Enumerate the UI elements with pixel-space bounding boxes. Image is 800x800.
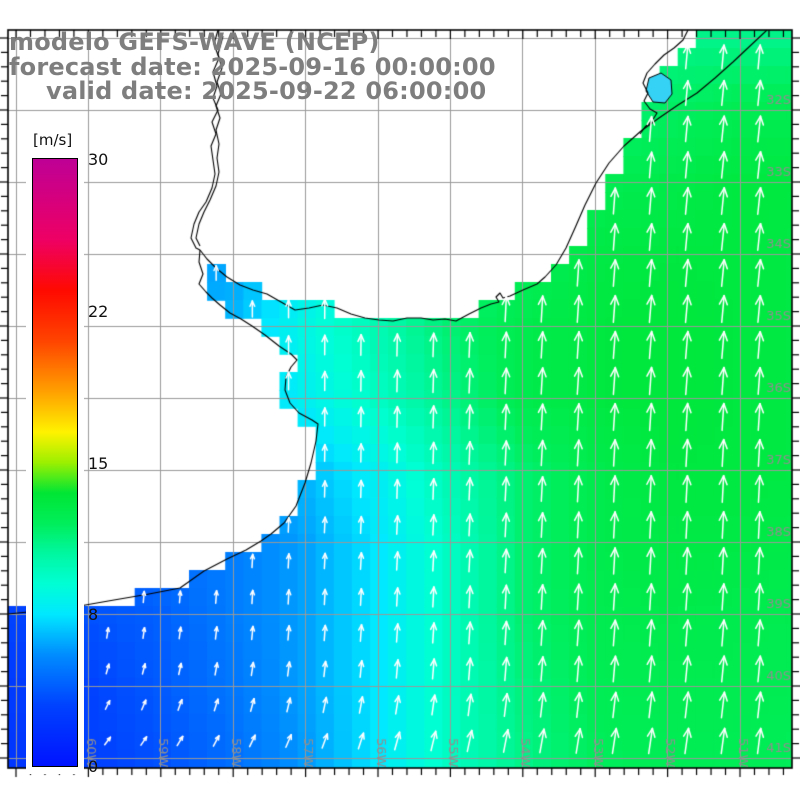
colorbar-tick-label: 0 xyxy=(88,757,99,776)
colorbar-tick-label: 30 xyxy=(88,150,109,169)
colorbar-unit-label: [m/s] xyxy=(33,131,73,149)
colorbar-gradient xyxy=(32,158,78,767)
colorbar-panel xyxy=(26,150,84,774)
colorbar-tick-label: 15 xyxy=(88,453,109,473)
colorbar-tick-label: 8 xyxy=(88,605,99,625)
colorbar-tick-label: 22 xyxy=(88,301,109,321)
